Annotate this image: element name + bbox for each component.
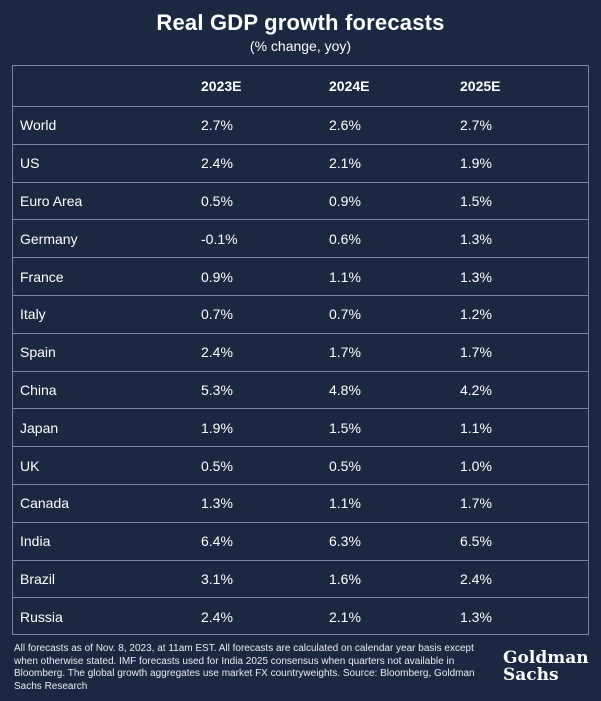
value-cell: 1.5% <box>329 419 361 436</box>
table-row: Canada 1.3% 1.1% 1.7% <box>13 484 588 522</box>
value-cell: 2.4% <box>201 344 233 361</box>
value-cell: 1.7% <box>460 495 492 512</box>
value-cell: 1.1% <box>460 419 492 436</box>
value-cell: 3.1% <box>201 570 233 587</box>
value-cell: 0.5% <box>329 457 361 474</box>
value-cell: 4.2% <box>460 381 492 398</box>
row-label: World <box>20 117 57 134</box>
row-label: Spain <box>20 344 56 361</box>
value-cell: 2.4% <box>201 155 233 172</box>
value-cell: 2.6% <box>329 117 361 134</box>
value-cell: 1.7% <box>460 344 492 361</box>
value-cell: 1.3% <box>460 268 492 285</box>
value-cell: 1.3% <box>201 495 233 512</box>
value-cell: 0.5% <box>201 192 233 209</box>
value-cell: 4.8% <box>329 381 361 398</box>
value-cell: 6.4% <box>201 533 233 550</box>
row-label: China <box>20 381 57 398</box>
row-label: Canada <box>20 495 70 512</box>
value-cell: 1.1% <box>329 268 361 285</box>
table-row: Spain 2.4% 1.7% 1.7% <box>13 332 588 371</box>
value-cell: 1.7% <box>329 344 361 361</box>
row-label: US <box>20 155 40 172</box>
row-label: Italy <box>20 306 46 323</box>
value-cell: 1.1% <box>329 495 361 512</box>
value-cell: 2.4% <box>460 570 492 587</box>
row-label: Euro Area <box>20 192 83 209</box>
value-cell: 1.6% <box>329 570 361 587</box>
value-cell: 2.1% <box>329 155 361 172</box>
logo-line-sachs: Sachs <box>503 665 559 685</box>
value-cell: 6.3% <box>329 533 361 550</box>
table-row: Japan 1.9% 1.5% 1.1% <box>13 408 588 446</box>
value-cell: 6.5% <box>460 533 492 550</box>
column-header-2023e: 2023E <box>201 78 242 94</box>
column-header-2025e: 2025E <box>460 78 501 94</box>
table-row: Italy 0.7% 0.7% 1.2% <box>13 295 588 333</box>
chart-subtitle: (% change, yoy) <box>249 38 352 54</box>
footnote: All forecasts as of Nov. 8, 2023, at 11a… <box>14 643 475 692</box>
table-row: Russia 2.4% 2.1% 1.3% <box>13 597 588 635</box>
table-row: France 0.9% 1.1% 1.3% <box>13 257 588 295</box>
table-row: Euro Area 0.5% 0.9% 1.5% <box>13 181 588 220</box>
table-row: Germany -0.1% 0.6% 1.3% <box>13 219 588 257</box>
table-row: Brazil 3.1% 1.6% 2.4% <box>13 559 588 598</box>
chart-title: Real GDP growth forecasts <box>156 10 445 35</box>
table-row: India 6.4% 6.3% 6.5% <box>13 521 588 560</box>
row-label: Japan <box>20 419 59 436</box>
row-label: India <box>20 533 51 550</box>
table-row: World 2.7% 2.6% 2.7% <box>13 106 588 144</box>
value-cell: 1.9% <box>460 155 492 172</box>
value-cell: 0.6% <box>329 230 361 247</box>
value-cell: 1.9% <box>201 419 233 436</box>
logo-line-goldman: Goldman <box>503 648 589 668</box>
value-cell: 2.1% <box>329 608 361 625</box>
row-label: UK <box>20 457 40 474</box>
value-cell: 0.7% <box>201 306 233 323</box>
table-row: US 2.4% 2.1% 1.9% <box>13 143 588 182</box>
value-cell: 2.7% <box>460 117 492 134</box>
value-cell: 2.7% <box>201 117 233 134</box>
row-label: Germany <box>20 230 78 247</box>
goldman-sachs-logo: Goldman Sachs <box>503 650 589 684</box>
value-cell: 2.4% <box>201 608 233 625</box>
value-cell: 0.9% <box>329 192 361 209</box>
value-cell: 1.5% <box>460 192 492 209</box>
value-cell: 0.5% <box>201 457 233 474</box>
table-row: China 5.3% 4.8% 4.2% <box>13 370 588 409</box>
value-cell: 1.3% <box>460 608 492 625</box>
value-cell: 0.9% <box>201 268 233 285</box>
row-label: France <box>20 268 64 285</box>
value-cell: 0.7% <box>329 306 361 323</box>
value-cell: 1.3% <box>460 230 492 247</box>
value-cell: -0.1% <box>201 230 238 247</box>
column-header-2024e: 2024E <box>329 78 370 94</box>
table-header-row: 2023E 2024E 2025E <box>13 66 588 106</box>
table-row: UK 0.5% 0.5% 1.0% <box>13 446 588 484</box>
value-cell: 5.3% <box>201 381 233 398</box>
value-cell: 1.2% <box>460 306 492 323</box>
row-label: Brazil <box>20 570 56 587</box>
value-cell: 1.0% <box>460 457 492 474</box>
row-label: Russia <box>20 608 63 625</box>
forecast-table: 2023E 2024E 2025E World 2.7% 2.6% 2.7% US 2.4… <box>12 65 589 635</box>
